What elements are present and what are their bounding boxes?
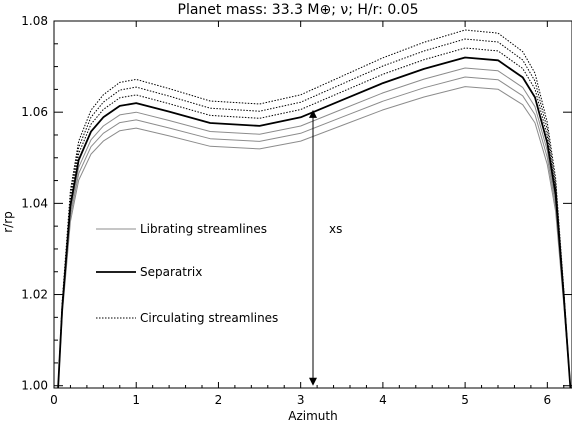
y-tick-label: 1.02 <box>21 288 48 302</box>
series-line-dotted <box>57 47 571 389</box>
series-line-thin-gray <box>57 86 571 389</box>
y-tick-label: 1.08 <box>21 14 48 28</box>
legend-label: Circulating streamlines <box>140 311 278 325</box>
series-line-thick-solid <box>57 56 572 389</box>
x-tick-label: 4 <box>379 393 387 407</box>
chart-title: Planet mass: 33.3 M⊕; ν; H/r: 0.05 <box>178 2 419 18</box>
series-line-dotted <box>57 29 571 389</box>
x-tick-label: 5 <box>461 393 469 407</box>
x-tick-label: 3 <box>297 393 305 407</box>
x-tick-label: 2 <box>215 393 223 407</box>
series-line-dotted <box>57 38 571 389</box>
x-tick-label: 1 <box>132 393 140 407</box>
y-axis-label: r/rp <box>1 211 15 233</box>
plot-frame <box>53 20 572 389</box>
legend-label: Separatrix <box>140 265 202 279</box>
legend-label: Librating streamlines <box>140 222 267 236</box>
x-tick-label: 0 <box>50 393 58 407</box>
y-tick-label: 1.00 <box>21 379 48 393</box>
x-tick-label: 6 <box>544 393 552 407</box>
series-line-thin-gray <box>57 67 571 389</box>
plot-area: 0 1 2 3 4 5 6 1.00 1.02 1.04 1.06 1.08 Librating str… <box>21 14 572 407</box>
x-axis-label: Azimuth <box>288 409 337 423</box>
xs-label: xs <box>329 222 342 236</box>
xs-arrow-head-top <box>309 109 317 118</box>
y-tick-label: 1.06 <box>21 105 48 119</box>
y-tick-label: 1.04 <box>21 196 48 210</box>
series-line-thin-gray <box>57 76 571 389</box>
xs-arrow-head-bottom <box>309 377 317 386</box>
